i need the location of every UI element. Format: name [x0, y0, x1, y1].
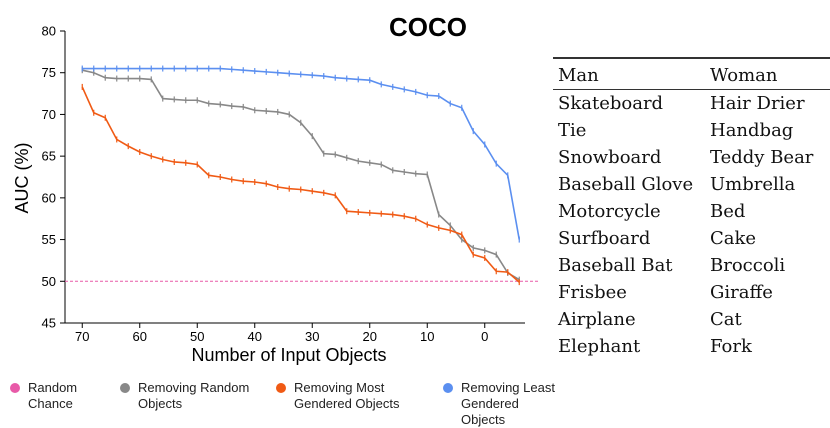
legend-swatch-removing-random: [120, 383, 130, 393]
table-header-row: Man Woman: [558, 65, 830, 92]
table-cell-woman: Hair Drier: [710, 93, 805, 114]
y-tick-label: 55: [42, 232, 56, 247]
table-cell-man: Airplane: [558, 309, 636, 330]
table-cell-man: Surfboard: [558, 228, 651, 249]
table-row: Elephant Fork: [558, 336, 830, 363]
table-header-man: Man: [558, 65, 599, 86]
table-cell-woman: Bed: [710, 201, 746, 222]
legend-swatch-removing-least: [443, 383, 453, 393]
legend-item-removing-most: Removing Most Gendered Objects: [276, 380, 400, 412]
table-cell-man: Skateboard: [558, 93, 664, 114]
table-cell-man: Frisbee: [558, 282, 627, 303]
table-cell-woman: Teddy Bear: [710, 147, 814, 168]
legend-item-random-chance: Random Chance: [10, 380, 77, 412]
table-row: Baseball Bat Broccoli: [558, 255, 830, 282]
table-row: Motorcycle Bed: [558, 201, 830, 228]
legend-label-random-chance: Random Chance: [28, 380, 78, 411]
table-row: Snowboard Teddy Bear: [558, 147, 830, 174]
table-top-rule: [553, 57, 830, 59]
legend-swatch-random-chance: [10, 383, 20, 393]
series-removing-most: [81, 83, 520, 286]
y-tick-label: 50: [42, 274, 56, 289]
table-row: Surfboard Cake: [558, 228, 830, 255]
table-cell-woman: Handbag: [710, 120, 794, 141]
series-removing-least: [81, 65, 521, 243]
x-tick-label: 60: [133, 329, 147, 344]
table-row: Airplane Cat: [558, 309, 830, 336]
chart-title: COCO: [389, 12, 467, 42]
table-cell-woman: Broccoli: [710, 255, 786, 276]
y-tick-label: 45: [42, 316, 56, 331]
legend-label-removing-most: Removing Most Gendered Objects: [294, 380, 400, 411]
auc-line-chart: COCO AUC (%) Number of Input Objects 45 5…: [12, 12, 538, 365]
y-tick-label: 80: [42, 24, 56, 39]
table-cell-man: Tie: [558, 120, 587, 141]
table-cell-man: Elephant: [558, 336, 641, 357]
x-tick-label: 30: [305, 329, 319, 344]
table-cell-woman: Fork: [710, 336, 752, 357]
table-header-rule: [553, 89, 830, 90]
table-row: Tie Handbag: [558, 120, 830, 147]
y-axis-label: AUC (%): [12, 143, 32, 214]
legend-item-removing-random: Removing Random Objects: [120, 380, 249, 412]
x-axis-label: Number of Input Objects: [191, 345, 386, 365]
table-cell-man: Baseball Bat: [558, 255, 673, 276]
table-cell-man: Motorcycle: [558, 201, 661, 222]
table-cell-woman: Cat: [710, 309, 742, 330]
y-tick-label: 60: [42, 190, 56, 205]
x-tick-label: 10: [420, 329, 434, 344]
legend-swatch-removing-most: [276, 383, 286, 393]
table-header-woman: Woman: [710, 65, 778, 86]
x-tick-label: 0: [481, 329, 488, 344]
table-cell-man: Snowboard: [558, 147, 662, 168]
x-tick-label: 40: [248, 329, 262, 344]
table-cell-woman: Umbrella: [710, 174, 796, 195]
table-cell-woman: Cake: [710, 228, 757, 249]
chart-legend: Random Chance Removing Random Objects Re…: [0, 380, 560, 427]
table-row: Baseball Glove Umbrella: [558, 174, 830, 201]
x-tick-label: 70: [75, 329, 89, 344]
table-row: Skateboard Hair Drier: [558, 93, 830, 120]
x-tick-label: 50: [190, 329, 204, 344]
series-line-removing-most: [81, 86, 520, 283]
x-tick-label: 20: [363, 329, 377, 344]
legend-label-removing-random: Removing Random Objects: [138, 380, 250, 411]
table-row: Frisbee Giraffe: [558, 282, 830, 309]
table-cell-woman: Giraffe: [710, 282, 773, 303]
table-cell-man: Baseball Glove: [558, 174, 694, 195]
series-line-removing-random: [82, 69, 520, 281]
y-tick-label: 70: [42, 107, 56, 122]
y-tick-label: 65: [42, 149, 56, 164]
series-removing-random: [81, 67, 520, 283]
y-tick-label: 75: [42, 65, 56, 80]
